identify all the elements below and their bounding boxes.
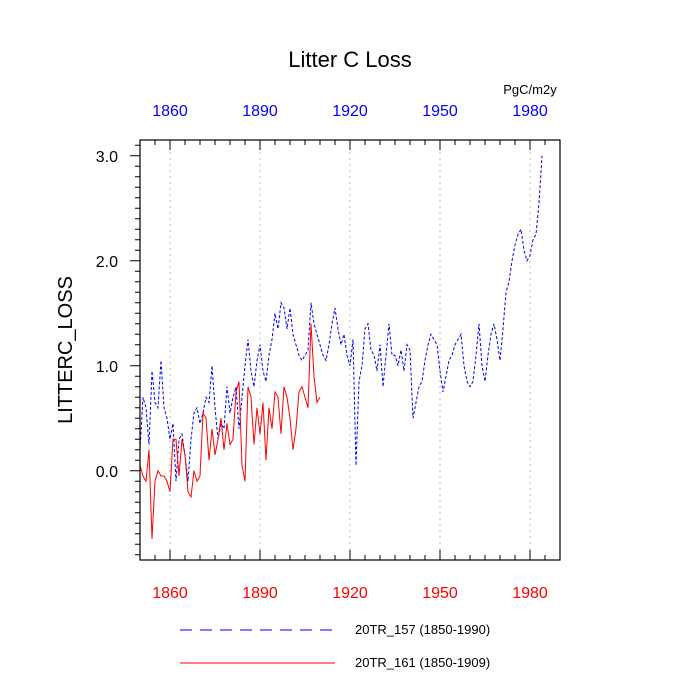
chart-title: Litter C Loss — [288, 47, 412, 72]
units-label: PgC/m2y — [503, 82, 557, 97]
x-tick-label-bottom: 1950 — [422, 585, 458, 602]
legend-label-20tr-157: 20TR_157 (1850-1990) — [355, 622, 490, 637]
x-tick-label-bottom: 1890 — [242, 585, 278, 602]
x-tick-label-bottom: 1860 — [152, 585, 188, 602]
x-tick-label-top: 1860 — [152, 103, 188, 120]
x-tick-label-bottom: 1980 — [512, 585, 548, 602]
x-tick-label-top: 1980 — [512, 103, 548, 120]
x-tick-label-top: 1920 — [332, 103, 368, 120]
y-tick-label: 2.0 — [96, 254, 118, 271]
x-tick-label-top: 1890 — [242, 103, 278, 120]
legend-label-20tr-161: 20TR_161 (1850-1909) — [355, 655, 490, 670]
y-tick-label: 0.0 — [96, 464, 118, 481]
series-layer — [139, 155, 543, 540]
y-tick-label: 1.0 — [96, 359, 118, 376]
x-tick-label-bottom: 1920 — [332, 585, 368, 602]
axis-ticks — [130, 140, 561, 560]
legend: 20TR_157 (1850-1990) 20TR_161 (1850-1909… — [180, 622, 490, 670]
grid-lines — [169, 140, 531, 560]
x-tick-label-top: 1950 — [422, 103, 458, 120]
y-axis-label: LITTERC_LOSS — [55, 276, 77, 424]
y-tick-label: 3.0 — [96, 149, 118, 166]
series-line-20tr-161 — [139, 323, 321, 540]
axis-tick-labels: 1860 1860 1890 1890 1920 1920 1950 1950 1980 1980… — [96, 103, 548, 602]
series-line-20tr-157 — [139, 155, 543, 482]
